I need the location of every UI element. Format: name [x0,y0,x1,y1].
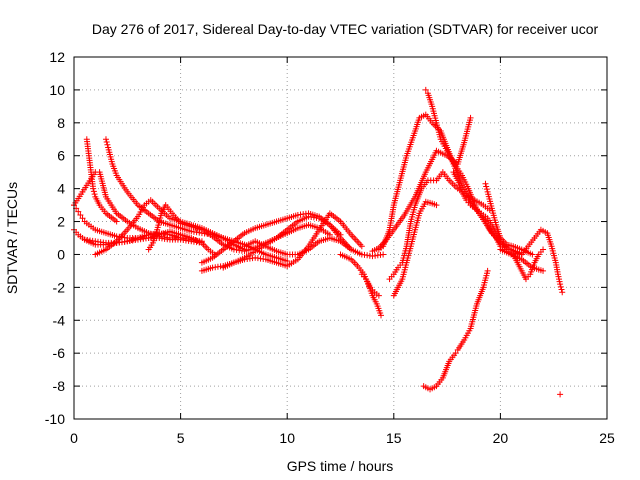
x-tick-label: 15 [386,430,402,446]
y-tick-label: -10 [45,411,65,427]
data-point [529,251,536,258]
data-point [422,86,429,93]
grid [74,57,607,419]
y-tick-label: -4 [53,312,66,328]
series-track-l [241,235,387,260]
chart-title: Day 276 of 2017, Sidereal Day-to-day VTE… [92,21,599,37]
data-point [378,312,385,319]
data-point [557,391,564,398]
y-tick-label: 4 [57,181,65,197]
series-isolated [557,391,564,398]
y-tick-label: 0 [57,246,65,262]
data-point [433,202,440,209]
data-point [467,114,474,121]
y-tick-label: -6 [53,345,66,361]
series-track-k [220,210,365,271]
data-point [484,267,491,274]
y-tick-label: -8 [53,378,66,394]
y-tick-label: 12 [49,49,65,65]
y-tick-label: 8 [57,115,65,131]
data-point [103,139,110,146]
x-tick-label: 10 [279,430,295,446]
series-track-g [81,228,218,258]
data-point [557,281,564,288]
data-point [452,350,459,357]
data-point [113,218,120,225]
x-tick-label: 5 [177,430,185,446]
data-point [375,292,382,299]
data-point [91,191,98,198]
series-track-m [337,251,385,319]
y-tick-label: 10 [49,82,65,98]
data-point [559,289,566,296]
data-point [77,211,84,218]
series-track-u [482,180,536,258]
plot-frame [73,56,608,420]
data-point [380,251,387,258]
series-track-x [518,226,566,296]
series-track-j [198,210,355,266]
series-track-b [83,136,120,225]
data-point [483,183,490,190]
data-point [104,141,111,148]
series-track-q [386,169,493,283]
series-track-v [420,267,491,393]
data-point [557,283,564,290]
data-point [540,267,547,274]
data-point [482,180,489,187]
x-axis-label: GPS time / hours [287,458,394,474]
data-point [79,215,86,222]
data-point [102,136,109,143]
data-point [90,185,97,192]
series-track-r [390,198,440,299]
data-point [75,208,82,215]
y-tick-label: -2 [53,279,66,295]
series-track-y [497,246,547,274]
x-tick-label: 20 [493,430,509,446]
x-tick-label: 0 [70,430,78,446]
axis-ticks: -10 -8 -6 -4 -2 0 2 4 6 8 10 12 0 5 10 15 20 25 [45,49,615,446]
y-tick-label: 2 [57,214,65,230]
y-tick-label: 6 [57,148,65,164]
data-point [483,186,490,193]
data-marks [71,86,566,398]
data-point [540,246,547,253]
data-point [90,188,97,195]
y-axis-label: SDTVAR / TECUs [4,182,20,294]
data-point [358,243,365,250]
data-point [515,250,522,257]
series-track-n [358,271,382,299]
x-tick-label: 25 [599,430,615,446]
data-point [558,286,565,293]
